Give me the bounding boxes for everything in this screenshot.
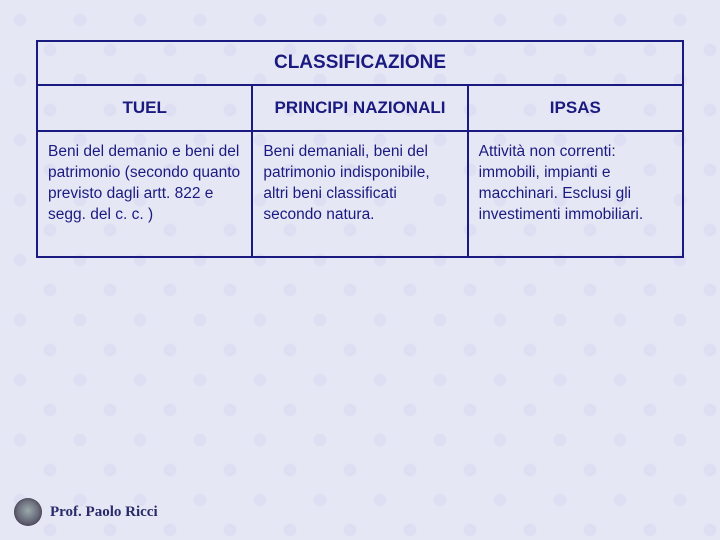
col-header-tuel: TUEL [38,86,251,130]
table-title: CLASSIFICAZIONE [38,42,682,86]
slide-footer: Prof. Paolo Ricci [14,498,158,526]
cell-tuel: Beni del demanio e beni del patrimonio (… [38,132,251,256]
cell-ipsas: Attività non correnti: immobili, impiant… [467,132,682,256]
col-header-ipsas: IPSAS [467,86,682,130]
col-header-principi: PRINCIPI NAZIONALI [251,86,466,130]
table-header-row: TUEL PRINCIPI NAZIONALI IPSAS [38,86,682,132]
table-row: Beni del demanio e beni del patrimonio (… [38,132,682,256]
seal-icon [14,498,42,526]
classification-table: CLASSIFICAZIONE TUEL PRINCIPI NAZIONALI … [36,40,684,258]
author-name: Prof. Paolo Ricci [50,504,158,521]
cell-principi: Beni demaniali, beni del patrimonio indi… [251,132,466,256]
